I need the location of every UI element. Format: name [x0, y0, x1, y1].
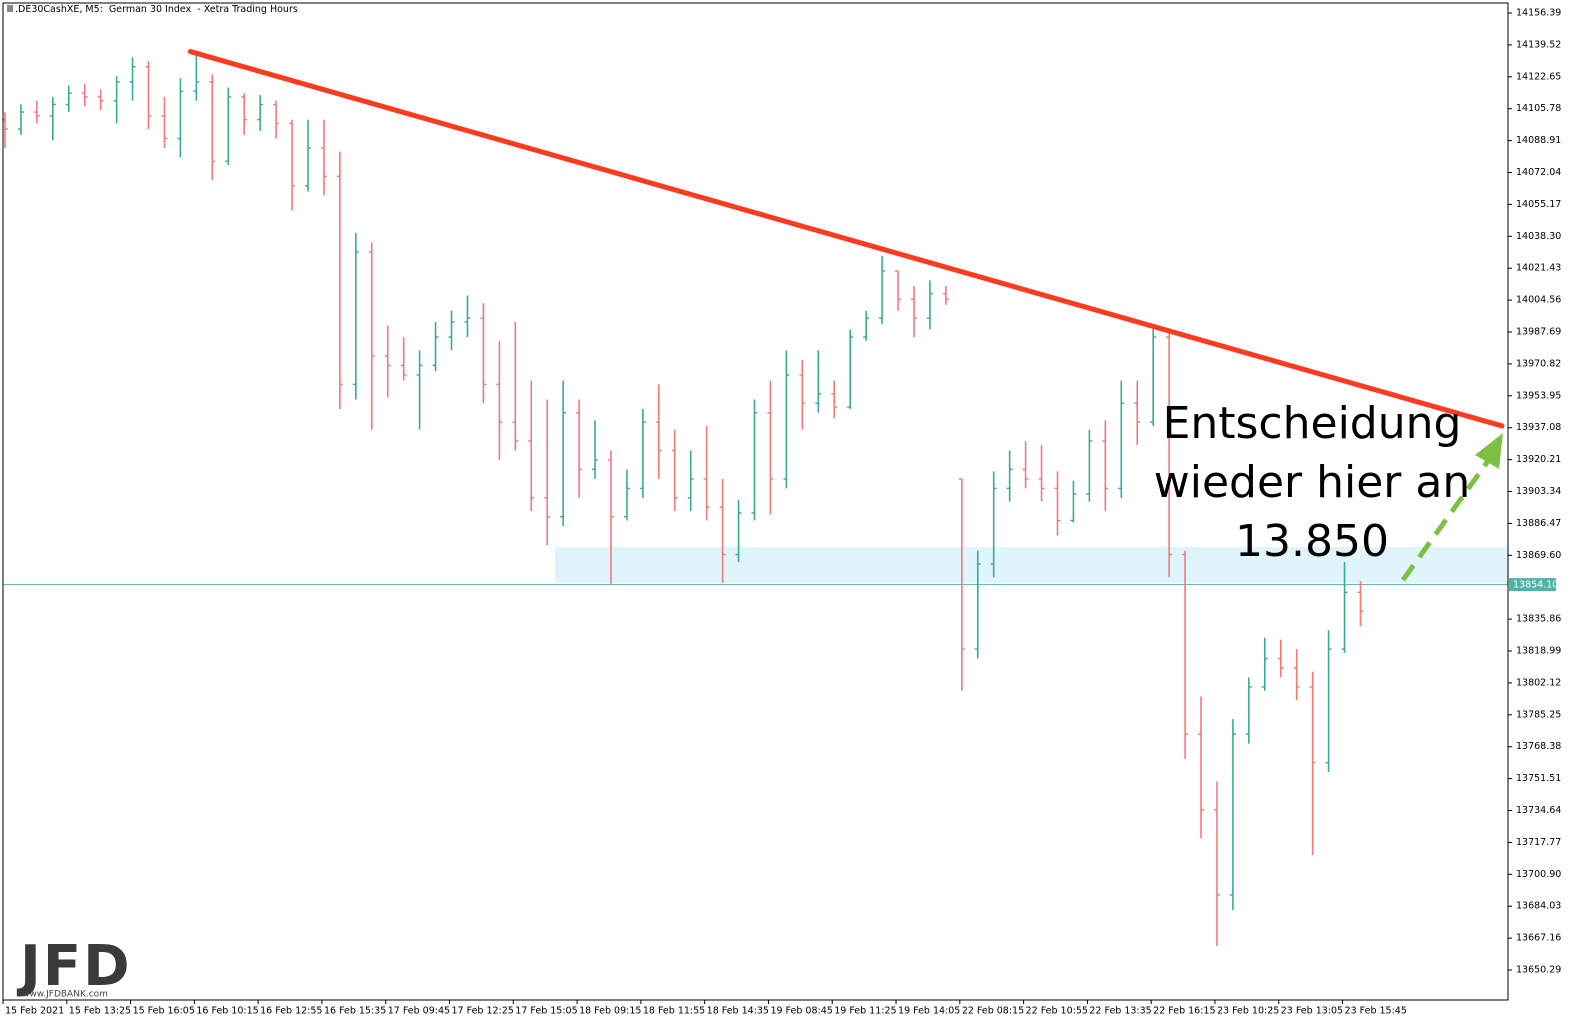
chart-title: .DE30CashXE, M5: German 30 Index - Xetra…	[15, 4, 298, 15]
y-tick-label: 13818.99	[1516, 646, 1561, 657]
y-tick-label: 13684.03	[1516, 901, 1561, 912]
x-tick-label: 17 Feb 12:25	[452, 1006, 514, 1017]
y-tick-label: 13869.60	[1516, 550, 1561, 561]
y-tick-label: 13937.08	[1516, 422, 1561, 433]
x-tick-label: 18 Feb 09:15	[579, 1006, 641, 1017]
y-tick-label: 13970.82	[1516, 358, 1561, 369]
y-tick-label: 13700.90	[1516, 869, 1561, 880]
y-tick-label: 14021.43	[1516, 263, 1561, 274]
x-tick-label: 19 Feb 11:25	[834, 1006, 896, 1017]
y-tick-label: 13802.12	[1516, 677, 1561, 688]
y-tick-label: 13734.64	[1516, 805, 1561, 816]
logo-brand: JFD	[16, 934, 132, 999]
y-tick-label: 13987.69	[1516, 327, 1561, 338]
arrow-head	[1475, 433, 1503, 469]
y-tick-label: 13953.95	[1516, 390, 1561, 401]
y-tick-label: 14038.30	[1516, 231, 1561, 242]
x-tick-label: 18 Feb 11:55	[643, 1006, 705, 1017]
y-tick-label: 14122.65	[1516, 71, 1561, 82]
last-price-label: 13854.10	[1513, 580, 1558, 591]
x-tick-label: 19 Feb 08:45	[770, 1006, 832, 1017]
plot-frame	[2, 2, 1509, 1001]
y-tick-label: 13650.29	[1516, 965, 1561, 976]
last-price-box	[1509, 578, 1556, 592]
x-tick-label: 15 Feb 13:25	[69, 1006, 131, 1017]
y-tick-label: 13920.21	[1516, 454, 1561, 465]
y-tick-label: 14072.04	[1516, 167, 1561, 178]
y-tick-label: 13667.16	[1516, 933, 1561, 944]
x-tick-label: 23 Feb 13:05	[1281, 1006, 1343, 1017]
chart-icon	[7, 5, 13, 12]
y-tick-label: 14055.17	[1516, 199, 1561, 210]
x-tick-label: 23 Feb 10:25	[1217, 1006, 1279, 1017]
x-tick-label: 22 Feb 16:15	[1153, 1006, 1215, 1017]
x-tick-label: 15 Feb 16:05	[133, 1006, 195, 1017]
y-tick-label: 13751.51	[1516, 773, 1561, 784]
x-tick-label: 16 Feb 10:15	[196, 1006, 258, 1017]
y-tick-label: 14004.56	[1516, 295, 1561, 306]
x-tick-label: 16 Feb 12:55	[260, 1006, 322, 1017]
trendline	[187, 49, 1505, 429]
x-tick-label: 17 Feb 15:05	[515, 1006, 577, 1017]
y-tick-label: 13768.38	[1516, 741, 1561, 752]
y-tick-label: 13886.47	[1516, 518, 1561, 529]
x-tick-label: 22 Feb 10:55	[1026, 1006, 1088, 1017]
y-tick-label: 13785.25	[1516, 709, 1561, 720]
x-tick-label: 23 Feb 15:45	[1345, 1006, 1407, 1017]
annotation-line: 13.850	[1235, 516, 1389, 567]
logo-url: www.JFDBANK.com	[22, 990, 108, 1000]
plot-area	[1, 49, 1508, 946]
x-tick-label: 16 Feb 15:35	[324, 1006, 386, 1017]
annotation-line: wieder hier an	[1154, 457, 1470, 508]
y-tick-label: 13835.86	[1516, 614, 1561, 625]
x-tick-label: 18 Feb 14:35	[707, 1006, 769, 1017]
x-tick-label: 17 Feb 09:45	[388, 1006, 450, 1017]
x-tick-label: 22 Feb 13:35	[1089, 1006, 1151, 1017]
y-tick-label: 13903.34	[1516, 486, 1561, 497]
x-tick-label: 22 Feb 08:15	[962, 1006, 1024, 1017]
annotation-line: Entscheidung	[1163, 398, 1462, 449]
y-tick-label: 14156.39	[1516, 8, 1561, 19]
x-tick-label: 15 Feb 2021	[5, 1006, 64, 1017]
y-tick-label: 14105.78	[1516, 103, 1561, 114]
y-tick-label: 13717.77	[1516, 837, 1561, 848]
support-zone	[555, 546, 1508, 583]
arrow-shaft	[1400, 459, 1491, 582]
y-tick-label: 14139.52	[1516, 39, 1561, 50]
x-tick-label: 19 Feb 14:05	[898, 1006, 960, 1017]
y-tick-label: 14088.91	[1516, 135, 1561, 146]
